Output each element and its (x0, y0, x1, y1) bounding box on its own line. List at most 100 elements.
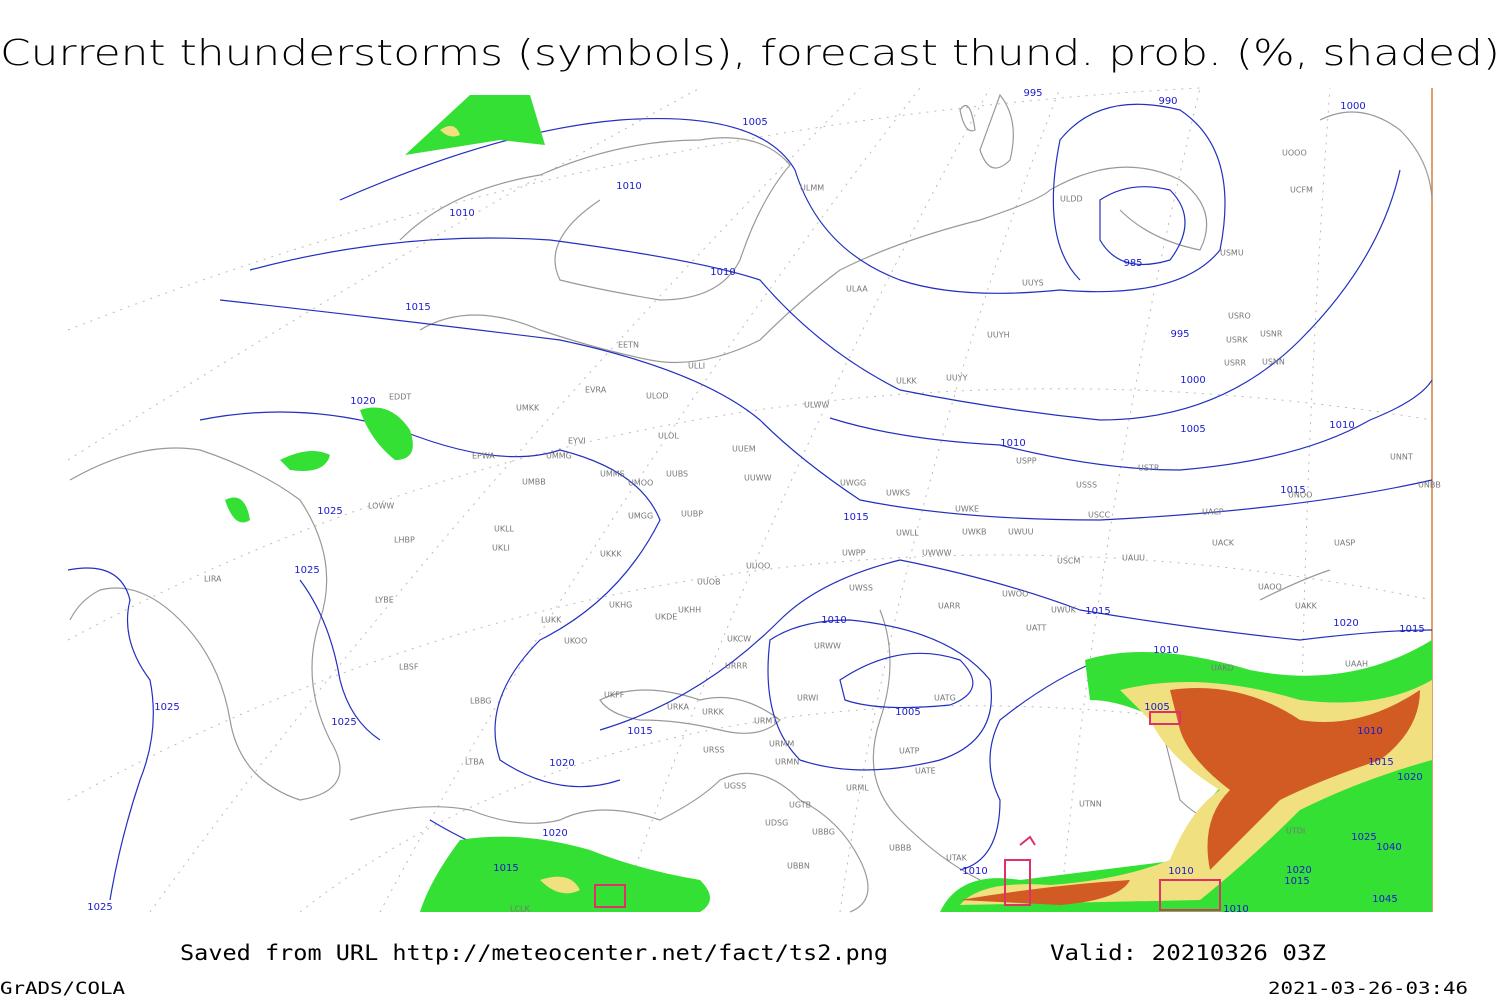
station-label: UMMS (600, 470, 625, 479)
station-label: UWLL (896, 529, 919, 538)
isobar-label: 1005 (895, 707, 920, 718)
station-label: ULKK (896, 377, 918, 386)
isobar-label: 1010 (710, 267, 735, 278)
isobar-label: 990 (1158, 96, 1177, 107)
station-label: UBBB (889, 844, 911, 853)
station-label: UUYY (946, 374, 968, 383)
station-label: URWI (797, 694, 818, 703)
isobar-label: 985 (1123, 258, 1142, 269)
isobar-label: 1025 (87, 902, 112, 913)
station-label: EVRA (585, 386, 607, 395)
isobar-label: 1005 (1144, 702, 1169, 713)
station-label: UASP (1334, 539, 1355, 548)
isobar-label: 1045 (1372, 894, 1397, 905)
station-label: UKHH (678, 606, 701, 615)
thunderstorm-probability (225, 95, 1432, 912)
station-label: UUYH (987, 331, 1010, 340)
station-label: UMOO (628, 479, 653, 488)
station-label: ULMM (800, 184, 824, 193)
station-label: USCC (1088, 511, 1111, 520)
station-label: UUBS (666, 470, 688, 479)
station-label: LBBG (470, 697, 492, 706)
station-label: URMM (769, 740, 794, 749)
isobar-label: 1015 (493, 863, 518, 874)
station-label: USCM (1057, 557, 1081, 566)
station-label: UWKE (955, 505, 979, 514)
isobar-label: 1010 (1223, 904, 1248, 915)
station-label: UTAK (946, 854, 968, 863)
station-label: UKLI (492, 544, 510, 553)
isobar-label: 1010 (449, 208, 474, 219)
isobar-label: 1015 (1280, 485, 1305, 496)
isobar-label: 1025 (294, 565, 319, 576)
station-label: USNN (1262, 358, 1285, 367)
station-label: UWGG (840, 479, 866, 488)
station-labels: ULDD USMU UUYS ULAA UUYH USRO USRK USNR USRR USNN… (204, 149, 1441, 914)
station-label: LIRA (204, 575, 222, 584)
station-label: UWSS (849, 584, 873, 593)
station-label: ULOD (646, 392, 668, 401)
station-label: UACK (1212, 539, 1235, 548)
isobar-label: 1010 (616, 181, 641, 192)
station-label: UUOO (746, 562, 770, 571)
station-label: UBBG (812, 828, 835, 837)
station-label: UOOO (1282, 149, 1307, 158)
station-label: UBBN (787, 862, 810, 871)
station-label: UARR (938, 602, 961, 611)
station-label: USMU (1220, 249, 1244, 258)
station-label: UMGG (628, 512, 653, 521)
station-label: EETN (618, 341, 639, 350)
station-label: URKK (702, 708, 725, 717)
isobar-label: 1010 (962, 866, 987, 877)
storm-symbols (594, 711, 1221, 911)
isobar-label: 1025 (1351, 832, 1376, 843)
isobar-label: 1020 (1333, 618, 1358, 629)
isobar-label: 1025 (154, 702, 179, 713)
station-label: UKFF (604, 691, 625, 700)
station-label: UUOB (697, 578, 721, 587)
station-label: UUWW (744, 474, 772, 483)
station-label: UWUK (1051, 606, 1077, 615)
isobar-label: 1025 (331, 717, 356, 728)
station-label: LYBE (375, 596, 394, 605)
isobar-label: 1010 (1153, 645, 1178, 656)
isobar-label: 1010 (1357, 726, 1382, 737)
valid-time: Valid: 20210326 03Z (1050, 941, 1326, 965)
isobar-label: 1015 (405, 302, 430, 313)
station-label: LTBA (465, 758, 485, 767)
station-label: UWOO (1002, 590, 1028, 599)
station-label: LBSF (399, 663, 419, 672)
station-label: UKLL (494, 525, 515, 534)
station-label: UAOO (1258, 583, 1282, 592)
station-label: URMN (775, 758, 799, 767)
station-label: UKCW (727, 635, 751, 644)
station-label: ULDD (1060, 195, 1083, 204)
station-label: UUEM (732, 445, 756, 454)
isobar-label: 1020 (542, 828, 567, 839)
isobar-label: 1025 (317, 506, 342, 517)
isobar-label: 1015 (1368, 757, 1393, 768)
station-label: UNBB (1418, 481, 1441, 490)
isobar-labels: 995 990 1000 1005 1010 1010 985 1010 1015 995 1000… (87, 88, 1424, 915)
station-label: UAAH (1345, 660, 1368, 669)
station-label: USRR (1224, 359, 1246, 368)
station-label: UTDI (1286, 827, 1305, 836)
station-label: UKDE (655, 613, 677, 622)
station-label: UMMG (546, 452, 572, 461)
station-label: UAKD (1211, 664, 1234, 673)
isobar-label: 1020 (1397, 772, 1422, 783)
station-label: EPWA (472, 452, 495, 461)
station-label: UNNT (1390, 453, 1413, 462)
station-label: USNR (1260, 330, 1283, 339)
station-label: URWW (814, 642, 841, 651)
station-label: USTR (1138, 464, 1160, 473)
station-label: UUBP (681, 510, 703, 519)
station-label: UUYS (1022, 279, 1044, 288)
isobar-label: 1015 (627, 726, 652, 737)
station-label: UNOO (1288, 491, 1312, 500)
station-label: URKA (667, 703, 690, 712)
isobar-label: 1015 (843, 512, 868, 523)
isobar-label: 1005 (1180, 424, 1205, 435)
station-label: USRO (1228, 312, 1251, 321)
